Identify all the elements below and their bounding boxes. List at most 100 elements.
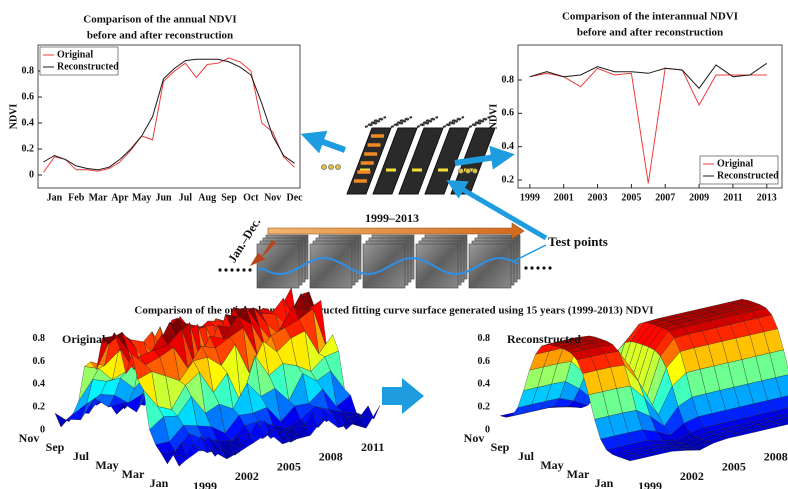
legend-box (39, 46, 119, 76)
chart-title: Comparison of the annual NDVI (83, 14, 236, 26)
year-label: 1999 (638, 479, 662, 489)
arrow (300, 130, 347, 154)
y-tick-label: 0.4 (502, 141, 515, 152)
legend-label: Reconstructed (57, 61, 119, 72)
legend-label: Original (57, 49, 93, 60)
strip-dash (390, 122, 404, 128)
period-arrow (267, 222, 525, 240)
surface-facet (623, 455, 645, 462)
connector (511, 244, 547, 263)
month-label: Jan (595, 476, 614, 489)
y-tick-label: 0.2 (22, 143, 35, 154)
x-tick-label: Aug (198, 192, 216, 203)
strip (398, 127, 444, 195)
x-tick-label: 2007 (655, 192, 675, 203)
z-tick-label: 0.8 (33, 333, 46, 344)
x-tick-label: 1999 (520, 192, 540, 203)
x-tick-label: Mar (89, 192, 108, 203)
y-tick-label: 0.6 (22, 91, 35, 102)
series-line (529, 62, 768, 90)
z-tick-label: 0.6 (478, 356, 491, 367)
month-label: May (95, 458, 118, 472)
series-line (43, 58, 295, 171)
x-tick-label: Feb (68, 192, 85, 203)
x-tick-label: Jun (155, 192, 172, 203)
y-axis-label: NDVI (488, 104, 499, 130)
year-label: 1999 (193, 479, 217, 489)
x-tick-label: 2013 (757, 192, 777, 203)
arrow (454, 145, 515, 170)
month-label: Mar (567, 467, 590, 481)
y-axis-label: NDVI (8, 104, 19, 130)
strip-dash (364, 122, 378, 128)
surface-mesh (54, 287, 381, 467)
strip-dash (416, 122, 430, 128)
month-label: Jul (73, 449, 90, 463)
month-label: Nov (19, 431, 40, 445)
y-tick-label: 0.2 (502, 174, 515, 185)
ellipsis (218, 266, 552, 272)
x-tick-label: 2011 (723, 192, 742, 203)
year-label: 2002 (235, 469, 259, 483)
z-tick-label: 0.4 (478, 379, 491, 390)
series-line (529, 67, 767, 184)
compare-arrow (382, 378, 424, 414)
x-tick-label: Oct (243, 192, 259, 203)
z-tick-label: 0.4 (33, 379, 46, 390)
year-label: 2008 (319, 450, 343, 464)
surface-label: Original (62, 332, 106, 346)
chart-title: before and after reconstruction (87, 30, 233, 42)
x-tick-label: Dec (286, 192, 303, 203)
x-tick-label: 2005 (621, 192, 641, 203)
x-tick-label: Sep (221, 192, 237, 203)
test-points-label: Test points (548, 234, 608, 249)
cube-layer (362, 243, 406, 289)
legend-box (699, 155, 779, 185)
z-tick-label: 0.2 (33, 401, 46, 412)
surface-title: Comparison of the original and reconstru… (134, 305, 653, 317)
chart-title: before and after reconstruction (577, 27, 723, 39)
season-arrow (250, 240, 276, 266)
year-label: 2005 (277, 459, 301, 473)
year-label: 2008 (764, 450, 788, 464)
x-tick-label: 2001 (554, 192, 574, 203)
year-label: 2005 (722, 459, 746, 473)
month-label: Mar (122, 467, 145, 481)
ellipsis-dots (321, 164, 478, 174)
time-series-strips (346, 116, 496, 195)
arrow (446, 179, 548, 241)
cube-layer (415, 243, 459, 289)
y-tick-label: 0.6 (502, 108, 515, 119)
month-label: Sep (491, 440, 510, 454)
month-label: Sep (46, 440, 65, 454)
year-label: 2011 (361, 440, 384, 454)
z-tick-label: 0 (40, 424, 45, 435)
legend-label: Reconstructed (717, 170, 779, 181)
month-label: May (540, 458, 563, 472)
x-tick-label: Nov (264, 192, 281, 203)
x-tick-label: 2003 (588, 192, 608, 203)
month-label: Jan (150, 476, 169, 489)
month-label: Nov (464, 431, 485, 445)
z-tick-label: 0 (485, 424, 490, 435)
strip-dash (442, 122, 456, 128)
y-tick-label: 0 (29, 169, 34, 180)
surface-facet (178, 444, 200, 467)
z-tick-label: 0.2 (478, 401, 491, 412)
x-tick-label: Jul (179, 192, 193, 203)
x-tick-label: Apr (111, 192, 129, 203)
period-label: 1999–2013 (365, 211, 419, 225)
surface-label: Reconstructed (507, 332, 581, 346)
y-tick-label: 0.4 (22, 117, 35, 128)
year-label: 2002 (680, 469, 704, 483)
z-tick-label: 0.8 (478, 333, 491, 344)
surface-mesh (499, 299, 788, 462)
y-tick-label: 0.8 (502, 74, 515, 85)
strip (424, 127, 470, 195)
y-tick-label: 0.8 (22, 65, 35, 76)
x-tick-label: 2009 (689, 192, 709, 203)
month-label: Jul (518, 449, 535, 463)
z-tick-label: 0.6 (33, 356, 46, 367)
